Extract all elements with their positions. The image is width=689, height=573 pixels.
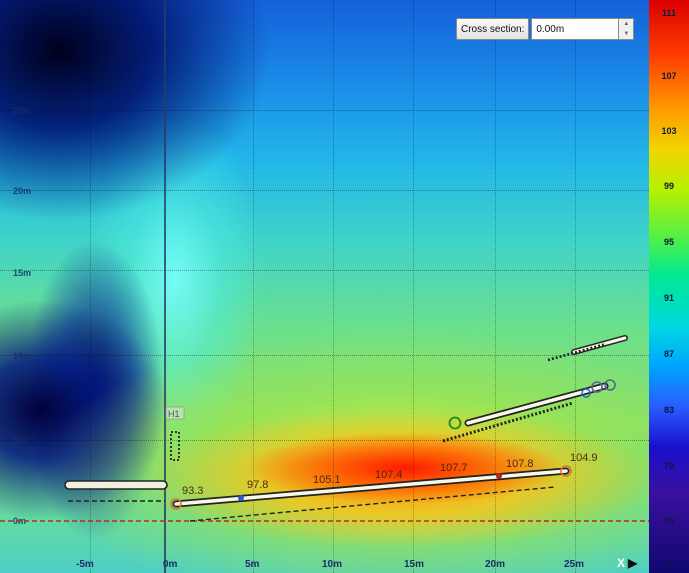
play-arrow-icon: ▶ — [628, 556, 638, 570]
y-tick-label: 15m — [13, 268, 32, 278]
barrier-right-middle-shadow — [442, 401, 574, 443]
level-label: 104.9 — [570, 452, 598, 464]
level-label: 93.3 — [182, 485, 203, 497]
colorbar-tick: 95 — [663, 237, 674, 247]
colorbar-tick: 99 — [663, 181, 674, 191]
grid-line — [575, 0, 576, 573]
colorbar-tick: 103 — [661, 126, 677, 136]
level-label: 97.8 — [247, 479, 268, 491]
spin-down-icon[interactable]: ▼ — [623, 31, 630, 37]
barrier-right-middle-node[interactable] — [581, 388, 591, 398]
grid-line — [90, 0, 91, 573]
spin-up-icon[interactable]: ▲ — [623, 21, 630, 27]
grid-line — [413, 0, 414, 573]
colorbar-tick: 107 — [661, 71, 677, 81]
source-marker-label: H1 — [168, 409, 180, 419]
level-label: 107.7 — [440, 462, 468, 474]
grid-line — [495, 0, 496, 573]
level-label: 107.4 — [375, 469, 403, 481]
barrier-main-end-node[interactable] — [560, 465, 572, 477]
geometry-overlay: H1 93.3 97.8 105.1 107.4 107.7 107.8 104… — [0, 0, 649, 573]
grid-line — [0, 440, 649, 441]
cross-section-control: Cross section: ▲ ▼ — [456, 18, 635, 40]
x-axis-indicator: X ▶ — [617, 556, 637, 570]
grid-line — [0, 355, 649, 356]
colorbar-tick: 111 — [661, 8, 677, 18]
barrier-right-middle-node[interactable] — [448, 416, 462, 430]
barrier-main-vertex[interactable] — [238, 495, 244, 501]
x-tick-label: 25m — [564, 559, 585, 570]
barrier-main-vertex[interactable] — [496, 473, 502, 479]
barrier-left[interactable] — [64, 480, 168, 490]
colorbar-tick: 87 — [663, 349, 674, 359]
source-marker-box[interactable] — [165, 406, 185, 420]
cross-section-input[interactable] — [531, 18, 620, 40]
colorbar-tick: 91 — [663, 293, 674, 303]
x-tick-label: 15m — [404, 559, 425, 570]
x-tick-label: -5m — [76, 559, 94, 570]
x-tick-label: 5m — [245, 559, 260, 570]
colorbar-tick: 71 — [663, 561, 674, 571]
barrier-right-middle — [466, 384, 607, 425]
color-scale-legend: 111 107 103 99 95 91 87 83 79 75 71 — [649, 0, 689, 573]
barrier-main-start-node[interactable] — [170, 498, 182, 510]
colorbar-tick: 83 — [663, 405, 674, 415]
level-label: 105.1 — [313, 474, 341, 486]
y-tick-label: 25m — [13, 106, 32, 116]
y-tick-label: 5m — [13, 435, 27, 445]
barrier-right-middle-node[interactable] — [604, 379, 616, 391]
y-tick-label: 20m — [13, 186, 32, 196]
y-tick-label: 10m — [13, 351, 32, 361]
grid-line — [0, 110, 649, 111]
barrier-main-shadow — [189, 486, 556, 522]
grid-line — [333, 0, 334, 573]
grid-line — [0, 270, 649, 271]
noise-heatmap-plot[interactable]: 0m 5m 10m 15m 20m 25m -5m 0m 5m 10m 15m … — [0, 0, 649, 573]
cross-section-spinner[interactable]: ▲ ▼ — [619, 18, 635, 40]
grid-line — [253, 0, 254, 573]
colorbar-tick: 79 — [663, 461, 674, 471]
x-axis-letter: X — [617, 556, 626, 570]
level-label: 107.8 — [506, 458, 534, 470]
cross-section-button[interactable]: Cross section: — [456, 18, 530, 40]
colorbar-tick: 75 — [663, 516, 674, 526]
barrier-main — [174, 469, 568, 506]
x-tick-label: 10m — [322, 559, 343, 570]
x-tick-label: 0m — [163, 559, 178, 570]
source-marker-stack — [170, 431, 180, 461]
grid-line — [0, 190, 649, 191]
x-tick-label: 20m — [485, 559, 506, 570]
barrier-right-middle-node[interactable] — [591, 381, 603, 393]
